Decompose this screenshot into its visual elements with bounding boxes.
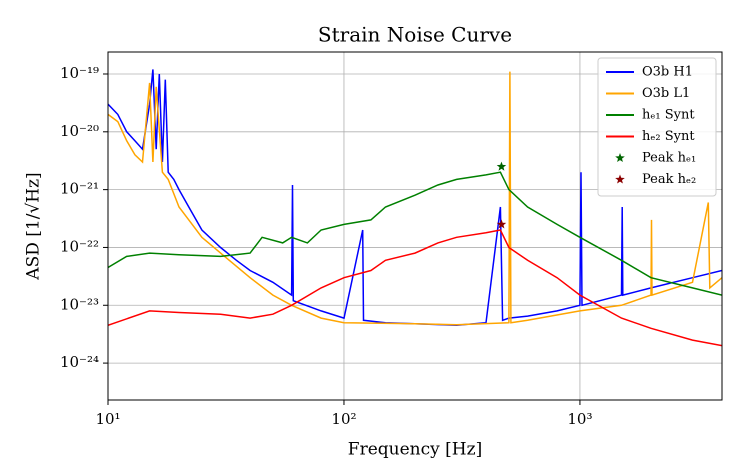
legend-marker (615, 153, 625, 162)
legend-label: O3b H1 (642, 65, 693, 80)
legend-label: O3b L1 (642, 86, 690, 101)
y-axis-label: ASD [1/√Hz] (24, 172, 44, 280)
y-tick-label: 10⁻²² (60, 237, 99, 255)
legend-label: hₑ₂ Synt (642, 129, 695, 144)
y-tick-label: 10⁻²⁴ (60, 353, 99, 371)
legend-label: Peak hₑ₂ (642, 172, 696, 187)
y-tick-label: 10⁻²¹ (60, 180, 99, 198)
x-tick-label: 10³ (567, 410, 592, 428)
y-tick-label: 10⁻¹⁹ (60, 64, 99, 82)
axes-frame (107, 51, 723, 401)
series-line (108, 69, 722, 327)
chart-title: Strain Noise Curve (318, 23, 512, 47)
x-tick-label: 10² (331, 410, 356, 428)
y-tick-label: 10⁻²⁰ (60, 122, 99, 140)
peak-marker (496, 219, 507, 229)
x-tick-label: 10¹ (95, 410, 120, 428)
peak-marker (496, 161, 507, 171)
plot-area (108, 69, 722, 347)
series-line (108, 229, 722, 347)
legend-marker (615, 174, 625, 184)
x-axis-label: Frequency [Hz] (348, 440, 482, 460)
series-line (108, 71, 722, 326)
legend-label: Peak hₑ₁ (642, 151, 696, 166)
series-line (108, 171, 722, 296)
y-tick-label: 10⁻²³ (60, 295, 99, 313)
legend-label: hₑ₁ Synt (642, 108, 695, 123)
legend: O3b H1 O3b L1 hₑ₁ Synt hₑ₂ Synt Peak hₑ₁ Peak… (597, 57, 717, 197)
